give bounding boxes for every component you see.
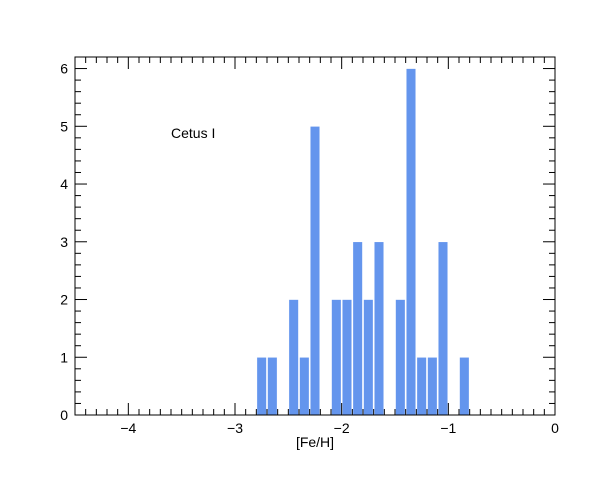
annotation-cetus-i: Cetus I bbox=[171, 125, 215, 141]
y-tick-label: 2 bbox=[60, 292, 68, 308]
y-tick-label: 4 bbox=[60, 176, 68, 192]
axis-ticks bbox=[74, 56, 556, 416]
histogram-bar bbox=[256, 356, 267, 416]
histogram-bars bbox=[256, 68, 470, 416]
histogram-bar bbox=[459, 356, 470, 416]
x-axis-label: [Fe/H] bbox=[296, 434, 334, 450]
y-tick-label: 0 bbox=[60, 407, 68, 423]
histogram-bar bbox=[437, 241, 449, 416]
histogram-bar bbox=[299, 356, 310, 416]
histogram-bar bbox=[309, 125, 321, 416]
histogram-bar bbox=[267, 356, 278, 416]
histogram-bar bbox=[427, 356, 438, 416]
x-tick-label: −3 bbox=[227, 420, 243, 436]
x-tick-label: 0 bbox=[551, 420, 559, 436]
x-tick-label: −1 bbox=[440, 420, 456, 436]
histogram-bar bbox=[341, 299, 353, 416]
x-tick-labels: −4 −3 −2 −1 0 bbox=[120, 420, 559, 436]
y-tick-label: 6 bbox=[60, 61, 68, 77]
y-tick-label: 1 bbox=[60, 349, 68, 365]
x-tick-label: −2 bbox=[334, 420, 350, 436]
histogram-bar bbox=[395, 299, 406, 416]
plot-frame bbox=[74, 56, 556, 416]
histogram-bar bbox=[352, 241, 363, 416]
histogram-bar bbox=[416, 356, 427, 416]
y-tick-labels: 0 1 2 3 4 5 6 bbox=[60, 61, 68, 423]
y-tick-label: 3 bbox=[60, 234, 68, 250]
histogram-bar bbox=[363, 299, 374, 416]
histogram-bar bbox=[405, 68, 417, 416]
x-tick-label: −4 bbox=[120, 420, 136, 436]
histogram-bar bbox=[373, 241, 385, 416]
y-tick-label: 5 bbox=[60, 118, 68, 134]
histogram-bar bbox=[331, 299, 342, 416]
histogram-bar bbox=[288, 299, 299, 416]
